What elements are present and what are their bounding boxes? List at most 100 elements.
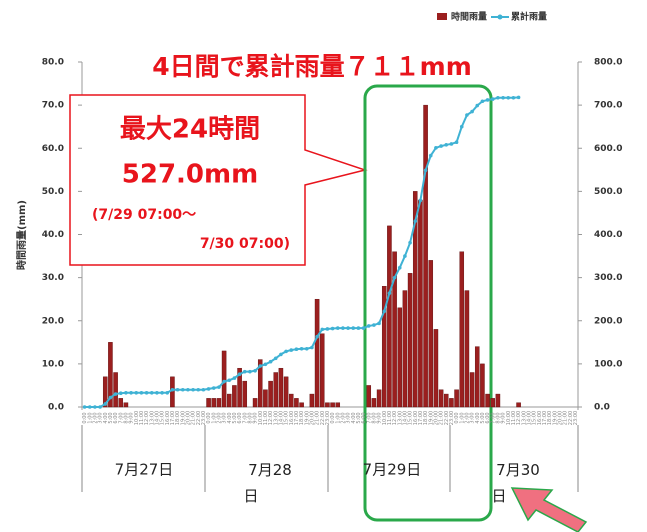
bar [268,380,273,408]
x-tick-label: 7:00 [242,412,248,423]
bar [376,389,382,408]
y2-tick-label: 600.0 [594,144,622,154]
line-marker [325,327,330,331]
x-tick-label: 20:00 [433,411,439,425]
line-marker [232,376,237,380]
y2-tick-label: 200.0 [594,316,622,326]
line-marker [289,348,294,352]
line-marker [175,387,180,392]
line-marker [201,387,206,392]
bar [423,104,428,408]
x-tick-label: 15:00 [284,411,290,425]
bar [206,398,211,408]
bar [108,342,113,408]
x-tick-label: 12:00 [516,411,522,425]
x-tick-label: 17:00 [418,411,424,425]
annotation-text: 最大24時間 [120,115,260,145]
legend-swatch [497,14,503,20]
y2-tick-label: 400.0 [594,230,622,240]
y-tick-label: 40.0 [42,230,64,240]
line-marker [356,326,361,330]
x-tick-label: 23:00 [449,411,455,425]
line-marker [341,326,345,330]
bar [330,402,335,408]
bar [443,393,449,408]
line-marker [113,392,118,396]
line-marker [330,326,335,331]
bar [257,359,263,408]
line-marker [315,334,319,339]
x-tick-label: 8:00 [247,412,253,423]
x-tick-label: 12:00 [392,411,398,425]
x-tick-label: 16:00 [165,411,171,425]
x-tick-label: 21:00 [315,411,321,425]
annotation-text: (7/29 07:00～ [92,207,196,223]
line-marker [387,291,392,295]
bar [309,393,315,408]
line-marker [93,405,97,409]
x-tick-label: 21:00 [191,411,197,425]
line-marker [403,254,407,258]
x-tick-label: 14:00 [278,411,284,425]
x-tick-label: 14:00 [402,411,408,425]
bar [319,333,325,408]
x-tick-label: 11:00 [387,411,393,425]
line-marker [108,395,113,400]
x-tick-label: 0:00 [454,412,460,423]
day-label: 7月27日 [115,461,174,479]
bar [170,376,175,408]
x-tick-label: 10:00 [258,411,264,425]
x-tick-label: 6:00 [361,412,367,423]
bar [221,350,227,408]
x-tick-label: 16:00 [289,411,295,425]
line-marker [454,140,459,145]
day-label: 7月28 日 [243,461,291,505]
annotation-text: 7/30 07:00) [200,236,290,252]
x-tick-label: 11:00 [511,411,517,425]
bar [278,367,284,408]
x-tick-label: 8:00 [123,412,129,423]
x-tick-label: 7:00 [118,412,124,423]
bar [459,251,465,408]
x-tick-label: 8:00 [495,412,501,423]
x-tick-label: 23:00 [325,411,331,425]
bar [469,372,475,408]
line-marker [253,368,257,373]
line-marker [475,103,480,108]
line-marker [155,390,159,395]
bar [102,376,108,408]
line-marker [511,95,516,100]
x-tick-label: 18:00 [423,411,429,425]
line-marker [144,390,149,395]
line-marker [490,97,495,101]
line-marker [227,378,232,383]
bar [299,402,304,408]
line-marker [485,98,490,102]
y-tick-label: 10.0 [42,359,64,369]
x-tick-label: 16:00 [413,411,419,425]
y2-tick-label: 100.0 [594,359,622,369]
line-marker [87,405,92,409]
x-tick-label: 22:00 [196,411,202,425]
x-tick-label: 4:00 [351,412,357,423]
line-marker [279,352,283,357]
x-tick-label: 13:00 [521,411,527,425]
line-marker [191,387,195,392]
x-tick-label: 4:00 [227,412,233,423]
x-tick-label: 17:00 [542,411,548,425]
x-tick-label: 15:00 [408,411,414,425]
x-tick-label: 22:00 [568,411,574,425]
bar [252,398,258,408]
line-marker [434,146,438,150]
x-tick-label: 20:00 [557,411,563,425]
line-marker [248,369,252,374]
x-tick-label: 2:00 [216,412,222,423]
x-tick-label: 4:00 [103,412,109,423]
line-marker [439,144,443,148]
bar [294,398,299,408]
line-marker [516,95,521,100]
line-marker [82,405,87,409]
line-marker [284,349,288,354]
line-marker [294,347,299,352]
x-tick-label: 14:00 [154,411,160,425]
